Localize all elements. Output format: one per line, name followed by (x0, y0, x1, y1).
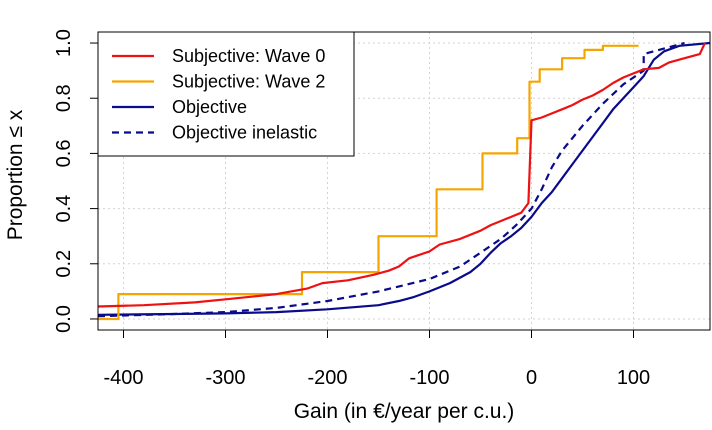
y-tick-label: 0.6 (53, 140, 75, 168)
x-tick-label: 0 (526, 367, 537, 389)
series-line-3 (98, 41, 710, 316)
x-tick-label: -200 (307, 367, 347, 389)
series-layer (98, 41, 710, 321)
series-line-2 (98, 44, 639, 321)
x-tick-label: -100 (409, 367, 449, 389)
legend-label: Objective inelastic (172, 123, 317, 143)
x-tick-label: -300 (205, 367, 245, 389)
y-tick-label: 0.2 (53, 250, 75, 278)
legend-label: Subjective: Wave 2 (172, 72, 325, 92)
series-line-1 (98, 42, 706, 308)
y-axis-title: Proportion ≤ x (4, 109, 27, 240)
y-tick-label: 1.0 (53, 29, 75, 57)
y-tick-label: 0.8 (53, 84, 75, 112)
legend: Subjective: Wave 0 Subjective: Wave 2 Obje… (97, 31, 355, 157)
y-tick-label: 0.0 (53, 305, 75, 333)
x-tick-label: -400 (103, 367, 143, 389)
y-tick-label: 0.4 (53, 195, 75, 223)
x-tick-label: 100 (617, 367, 650, 389)
plot-frame (97, 31, 711, 331)
legend-label: Objective (172, 97, 247, 117)
x-axis-title: Gain (in €/year per c.u.) (294, 400, 515, 423)
legend-label: Subjective: Wave 0 (172, 46, 325, 66)
legend-box (97, 31, 355, 157)
series-line-4 (98, 41, 685, 318)
axes: -400 -300 -200 -100 0 100 0.0 0.2 0.4 0.6 0.8 1.0 (53, 29, 650, 389)
